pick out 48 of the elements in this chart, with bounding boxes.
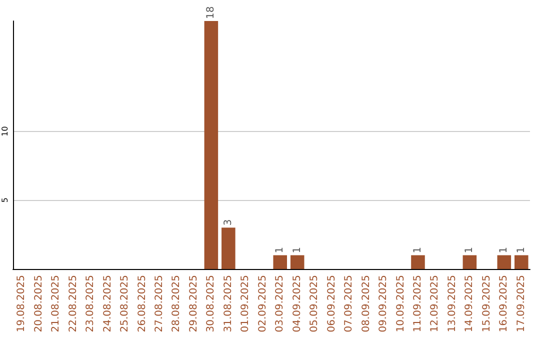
x-tick-label: 24.08.2025	[102, 275, 114, 332]
x-tick-label: 12.09.2025	[430, 275, 441, 332]
x-tick-label: 27.08.2025	[154, 275, 165, 332]
x-tick-label: 15.09.2025	[481, 275, 492, 332]
data-label: 1	[464, 246, 476, 254]
x-tick-label: 11.09.2025	[412, 275, 424, 332]
bar	[462, 255, 477, 269]
x-tick-label: 20.08.2025	[33, 275, 44, 332]
x-tick-label: 08.09.2025	[360, 275, 372, 332]
x-tick-label: 13.09.2025	[446, 275, 458, 332]
x-tick-label: 02.09.2025	[257, 275, 268, 332]
x-tick-label: 19.08.2025	[16, 275, 28, 332]
x-tick-label: 03.09.2025	[274, 275, 286, 332]
x-tick-label: 26.08.2025	[136, 275, 148, 332]
x-tick-label: 29.08.2025	[188, 275, 200, 332]
y-tick-label: 5	[0, 198, 10, 203]
data-label: 18	[206, 6, 217, 19]
x-tick-label: 05.09.2025	[309, 275, 320, 332]
bar	[497, 255, 512, 269]
x-tick-label: 21.08.2025	[50, 275, 62, 332]
bar	[273, 255, 288, 269]
y-tick-label: 10	[0, 126, 10, 136]
x-tick-label: 14.09.2025	[464, 275, 476, 332]
x-tick-label: 01.09.2025	[240, 275, 252, 332]
x-tick-label: 09.09.2025	[378, 275, 390, 332]
data-label: 1	[412, 246, 424, 254]
x-tick-label: 06.09.2025	[326, 275, 338, 332]
x-tick-label: 31.08.2025	[222, 275, 234, 332]
data-label: 3	[222, 219, 234, 226]
x-tick-label: 04.09.2025	[292, 275, 303, 332]
x-tick-label: 23.08.2025	[85, 275, 96, 332]
bar	[290, 255, 304, 269]
data-label: 1	[498, 246, 510, 254]
x-tick-label: 17.09.2025	[516, 275, 527, 332]
x-tick-label: 10.09.2025	[395, 275, 406, 332]
bar	[411, 255, 425, 269]
data-label: 1	[274, 246, 286, 254]
x-tick-label: 30.08.2025	[206, 275, 217, 332]
x-tick-label: 22.08.2025	[68, 275, 79, 332]
x-tick-label: 28.08.2025	[171, 275, 182, 332]
x-tick-label: 16.09.2025	[498, 275, 510, 332]
bar	[204, 21, 218, 269]
bar	[514, 255, 528, 269]
x-tick-label: 25.08.2025	[120, 275, 131, 332]
data-label: 1	[292, 246, 303, 254]
x-tick-label: 07.09.2025	[344, 275, 355, 332]
bar	[222, 228, 236, 269]
data-label: 1	[516, 246, 527, 254]
